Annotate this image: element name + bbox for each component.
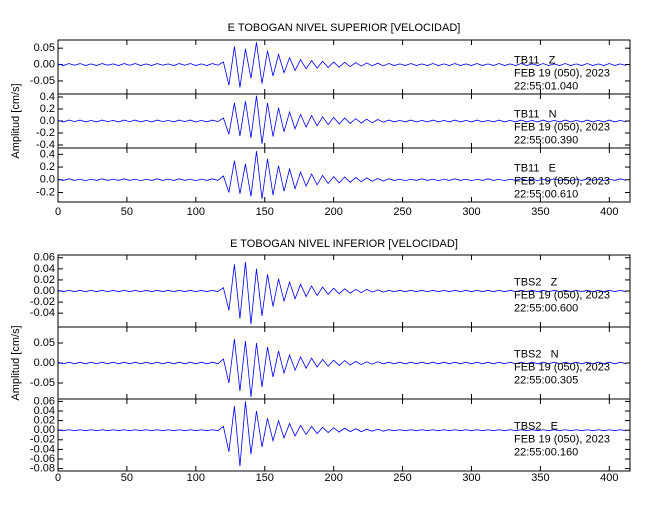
waveform [57,338,626,398]
station-label: TB11 Z [514,54,556,66]
time-label: 22:55:00.160 [514,446,578,458]
x-tick-label: 300 [462,472,480,484]
x-tick-label: 50 [121,206,133,218]
x-tick-label: 350 [531,206,549,218]
date-label: FEB 19 (050), 2023 [514,361,610,373]
waveform [57,262,626,325]
x-tick-label: 0 [55,206,61,218]
time-label: 22:55:01.040 [514,80,578,92]
x-tick-label: 100 [187,206,205,218]
y-tick-label: 0.2 [40,161,55,173]
y-tick-label: 0.06 [34,395,55,407]
chart-title: E TOBOGAN NIVEL INFERIOR [VELOCIDAD] [230,238,458,250]
x-tick-label: 300 [462,206,480,218]
y-tick-label: 0.0 [40,115,55,127]
y-tick-label: -0.04 [30,307,55,319]
x-tick-label: 250 [393,206,411,218]
panel-frame [57,398,631,472]
station-label: TB11 N [514,108,557,120]
y-tick-label: -0.05 [30,377,55,389]
y-tick-label: 0.04 [34,405,55,417]
time-label: 22:55:00.390 [514,134,578,146]
x-tick-label: 150 [256,472,274,484]
time-label: 22:55:00.305 [514,374,578,386]
y-tick-label: 0.00 [34,285,55,297]
y-axis-label: Amplitud [cm/s] [10,325,22,400]
y-tick-label: 0.00 [34,424,55,436]
time-label: 22:55:00.600 [514,302,578,314]
y-tick-label: -0.02 [30,434,55,446]
time-label: 22:55:00.610 [514,188,578,200]
chart-title: E TOBOGAN NIVEL SUPERIOR [VELOCIDAD] [228,22,461,34]
waveform [57,95,626,144]
x-tick-label: 400 [600,472,618,484]
y-tick-label: 0.02 [34,415,55,427]
y-tick-label: -0.05 [30,75,55,87]
date-label: FEB 19 (050), 2023 [514,67,610,79]
y-tick-label: 0.02 [34,274,55,286]
x-tick-label: 250 [393,472,411,484]
y-axis-label: Amplitud [cm/s] [10,83,22,158]
station-label: TBS2 E [514,420,558,432]
x-tick-label: 200 [324,472,342,484]
y-tick-label: 0.05 [34,42,55,54]
x-tick-label: 150 [256,206,274,218]
y-tick-label: 0.00 [34,58,55,70]
y-tick-label: -0.04 [30,443,55,455]
x-tick-label: 50 [121,472,133,484]
waveform [57,401,626,467]
x-tick-label: 200 [324,206,342,218]
y-tick-label: 0.06 [34,252,55,264]
y-tick-label: 0.04 [34,263,55,275]
y-tick-label: -0.08 [30,463,55,475]
x-tick-label: 400 [600,206,618,218]
y-tick-label: -0.06 [30,453,55,465]
y-tick-label: -0.2 [36,186,55,198]
y-tick-label: -0.02 [30,296,55,308]
station-label: TBS2 Z [514,276,558,288]
x-tick-label: 0 [55,472,61,484]
y-tick-label: 0.00 [34,357,55,369]
station-label: TB11 E [514,162,556,174]
station-label: TBS2 N [514,348,559,360]
date-label: FEB 19 (050), 2023 [514,289,610,301]
date-label: FEB 19 (050), 2023 [514,433,610,445]
y-tick-label: 0.05 [34,337,55,349]
y-tick-label: 0.4 [40,148,55,160]
y-tick-label: 0.4 [40,91,55,103]
date-label: FEB 19 (050), 2023 [514,175,610,187]
waveform [57,42,626,88]
date-label: FEB 19 (050), 2023 [514,121,610,133]
waveform [57,151,626,199]
y-tick-label: -0.2 [36,127,55,139]
x-tick-label: 100 [187,472,205,484]
y-tick-label: 0.2 [40,103,55,115]
y-tick-label: -0.4 [36,139,55,151]
y-tick-label: 0.0 [40,174,55,186]
panel-frame [57,147,631,203]
x-tick-label: 350 [531,472,549,484]
